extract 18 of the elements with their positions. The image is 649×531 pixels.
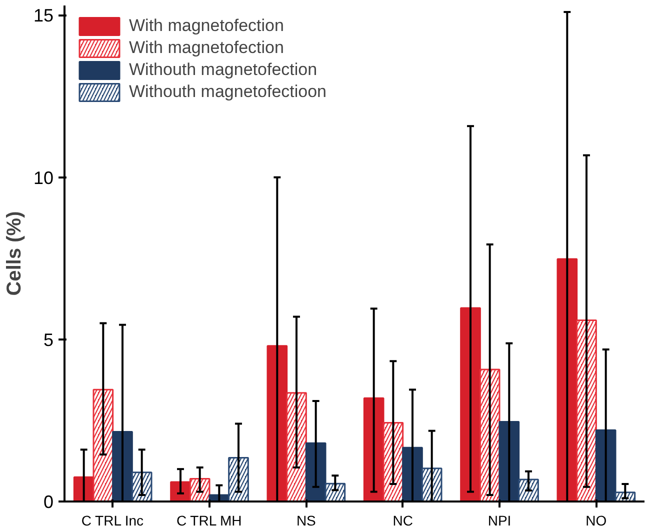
- y-axis-title: Cells (%): [3, 211, 26, 296]
- y-tick-label: 15: [33, 6, 54, 26]
- x-tick-label: C TRL Inc: [81, 512, 144, 528]
- legend-label: Withouth magnetofection: [129, 59, 318, 81]
- legend-label: Withouth magnetofectioon: [129, 81, 327, 103]
- y-tick-label: 0: [43, 492, 54, 512]
- x-tick-label: NS: [296, 512, 316, 528]
- x-tick-label: NC: [392, 512, 413, 528]
- legend-label: With magnetofection: [129, 15, 284, 37]
- legend-label: With magnetofection: [129, 37, 284, 59]
- y-tick-label: 5: [43, 330, 54, 350]
- bar: [498, 421, 520, 502]
- x-tick-label: NO: [586, 512, 607, 528]
- bar: [595, 429, 616, 502]
- x-tick-label: C TRL MH: [176, 512, 242, 528]
- bar: [305, 442, 326, 502]
- x-tick-label: NPI: [488, 512, 512, 528]
- y-tick-label: 10: [33, 168, 54, 188]
